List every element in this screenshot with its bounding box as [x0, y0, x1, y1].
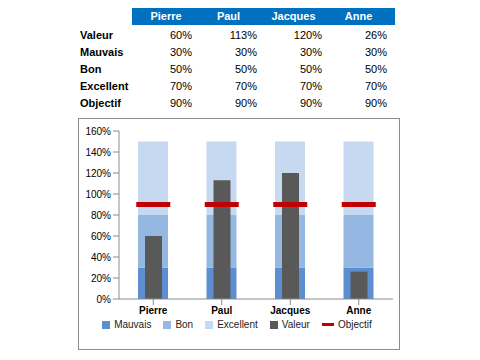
html-text:50%: 50% [300, 63, 322, 75]
html-text:Jacques: Jacques [271, 10, 316, 22]
html-text:30%: 30% [170, 46, 192, 58]
html-text:Objectif: Objectif [337, 319, 372, 330]
html-text:50%: 50% [365, 63, 387, 75]
svg-text:40%: 40% [91, 252, 111, 263]
html-text:30%: 30% [300, 46, 322, 58]
html-text:30%: 30% [365, 46, 387, 58]
html-text:Mauvais: Mauvais [114, 319, 152, 330]
html-text:Valeur: Valeur [281, 319, 310, 330]
html-text:Mauvais: Mauvais [80, 46, 124, 58]
html-text:70%: 70% [235, 80, 257, 92]
svg-text:100%: 100% [85, 189, 111, 200]
svg-text:Pierre: Pierre [139, 305, 168, 316]
html-text:Excellent: Excellent [80, 80, 129, 92]
html-text:26%: 26% [365, 29, 387, 41]
svg-text:Paul: Paul [211, 305, 232, 316]
html-text:50%: 50% [170, 63, 192, 75]
html-text:Excellent: Excellent [217, 319, 258, 330]
svg-text:80%: 80% [91, 210, 111, 221]
html-text:50%: 50% [235, 63, 257, 75]
svg-text:20%: 20% [91, 273, 111, 284]
svg-text:120%: 120% [85, 168, 111, 179]
html-text:Valeur: Valeur [80, 29, 113, 41]
html-text:Bon: Bon [80, 63, 102, 75]
svg-text:140%: 140% [85, 147, 111, 158]
svg-text:Anne: Anne [346, 305, 371, 316]
html-text:90%: 90% [235, 97, 257, 109]
html-text:30%: 30% [235, 46, 257, 58]
html-text:Anne: Anne [344, 10, 373, 22]
html-text:120%: 120% [293, 29, 322, 41]
html-text:70%: 70% [300, 80, 322, 92]
html-text:90%: 90% [365, 97, 387, 109]
html-text:70%: 70% [365, 80, 387, 92]
svg-text:0%: 0% [97, 294, 112, 305]
html-text:Objectif: Objectif [80, 97, 121, 109]
html-text:60%: 60% [170, 29, 192, 41]
html-text:Paul: Paul [216, 10, 241, 22]
html-text:Bon: Bon [175, 319, 194, 330]
html-text:90%: 90% [170, 97, 192, 109]
html-text:Pierre: Pierre [150, 10, 182, 22]
html-text:90%: 90% [300, 97, 322, 109]
html-text:70%: 70% [170, 80, 192, 92]
svg-text:60%: 60% [91, 231, 111, 242]
svg-text:Jacques: Jacques [270, 305, 310, 316]
html-text:113%: 113% [229, 29, 257, 41]
svg-text:160%: 160% [85, 126, 111, 137]
